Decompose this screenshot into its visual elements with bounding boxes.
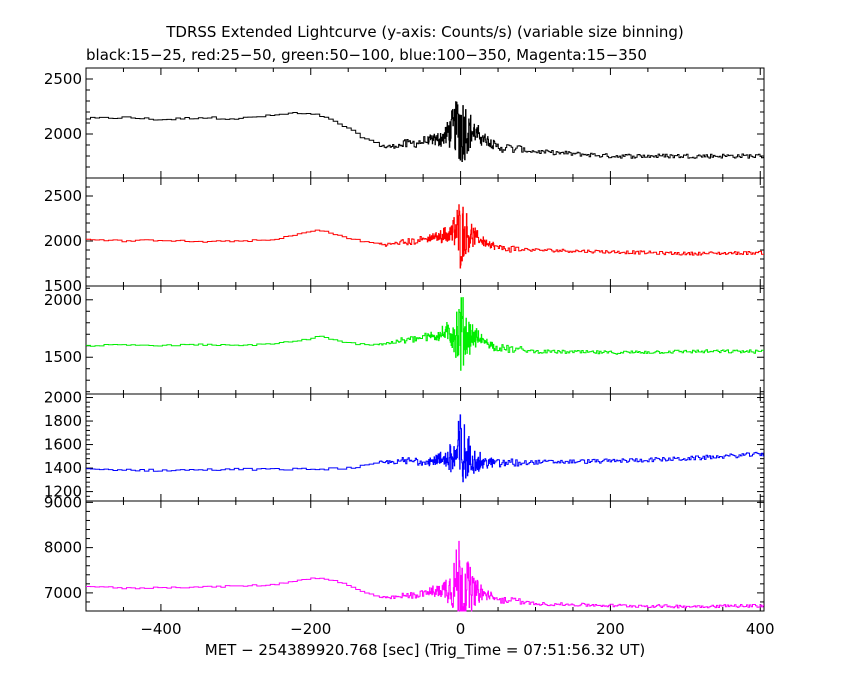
panel-100-350: 1200 1400 1600 1800 2000	[44, 389, 765, 502]
y-tick-label: 2000	[44, 232, 82, 250]
x-tick-label: 0	[456, 620, 466, 638]
y-tick-label: 9000	[44, 493, 82, 511]
y-tick-label: 2000	[44, 125, 82, 143]
y-tick-label: 2000	[44, 389, 82, 407]
y-tick-label: 1500	[44, 277, 82, 295]
panel-frame	[85, 285, 765, 395]
panel-frame	[85, 177, 765, 287]
series-line-50-100	[86, 297, 764, 371]
y-tick-label: 2500	[44, 187, 82, 205]
y-tick-label: 8000	[44, 539, 82, 557]
panel-15-350: 7000 8000 9000	[44, 493, 765, 612]
series-line-100-350	[86, 414, 764, 483]
x-axis-label: MET − 254389920.768 [sec] (Trig_Time = 0…	[205, 641, 645, 660]
panel-50-100: 1500 2000	[44, 285, 765, 395]
y-tick-label: 1800	[44, 412, 82, 430]
y-tick-label: 2500	[44, 70, 82, 88]
x-tick-label: −200	[290, 620, 331, 638]
series-line-15-350	[86, 540, 764, 612]
panel-15-25: 2000 2500	[44, 67, 765, 179]
series-line-15-25	[86, 101, 764, 162]
panel-frame	[85, 393, 765, 502]
y-tick-label: 2000	[44, 291, 82, 309]
x-tick-label: 200	[596, 620, 625, 638]
y-tick-label: 1200	[44, 483, 82, 501]
panel-25-50: 1500 2000 2500	[44, 177, 765, 295]
x-tick-label: 400	[746, 620, 775, 638]
panels-group: 2000250015002000250015002000120014001600…	[44, 67, 765, 612]
y-tick-label: 1400	[44, 459, 82, 477]
x-axis: −400 −200 0 200 400	[140, 620, 774, 638]
y-tick-label: 1500	[44, 348, 82, 366]
series-line-25-50	[86, 204, 764, 269]
y-tick-label: 1600	[44, 436, 82, 454]
panel-frame	[85, 67, 765, 179]
panel-frame	[85, 500, 765, 612]
chart-title: TDRSS Extended Lightcurve (y-axis: Count…	[165, 23, 684, 41]
chart-subtitle: black:15−25, red:25−50, green:50−100, bl…	[86, 46, 647, 64]
y-tick-label: 7000	[44, 584, 82, 602]
x-tick-label: −400	[140, 620, 181, 638]
